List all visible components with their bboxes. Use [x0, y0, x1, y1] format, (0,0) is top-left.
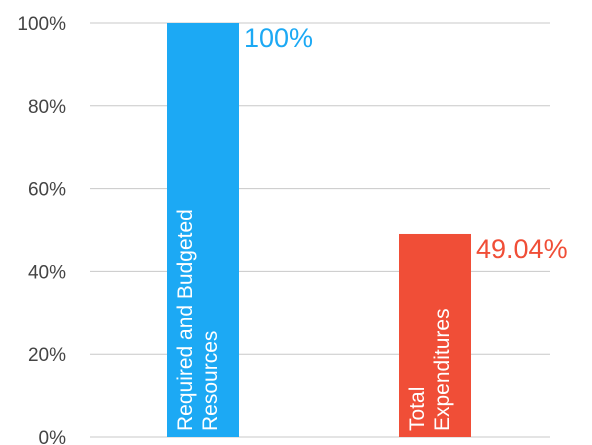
- bar: [167, 23, 239, 437]
- gridlines: [90, 22, 550, 438]
- bars: Required and BudgetedResources TotalExpen…: [167, 23, 471, 437]
- data-label: 100%: [244, 23, 313, 53]
- y-tick-label: 40%: [28, 262, 66, 283]
- category-label-line: Expenditures: [431, 308, 454, 431]
- y-tick-label: 60%: [28, 180, 66, 201]
- bar: [399, 233, 471, 437]
- y-tick-label: 80%: [28, 97, 66, 118]
- y-tick-label: 100%: [17, 14, 66, 35]
- data-label: 49.04%: [476, 234, 568, 264]
- category-label: TotalExpenditures: [406, 308, 454, 431]
- category-label-line: Total: [406, 387, 429, 431]
- category-label-line: Required and Budgeted: [174, 209, 197, 431]
- category-label-line: Resources: [199, 331, 222, 431]
- y-tick-label: 20%: [28, 345, 66, 366]
- y-tick-label: 0%: [39, 428, 67, 445]
- category-label: Required and BudgetedResources: [174, 209, 222, 431]
- data-labels: 100% 49.04%: [244, 23, 568, 264]
- y-axis-ticks: 0% 20% 40% 60% 80% 100%: [17, 14, 66, 445]
